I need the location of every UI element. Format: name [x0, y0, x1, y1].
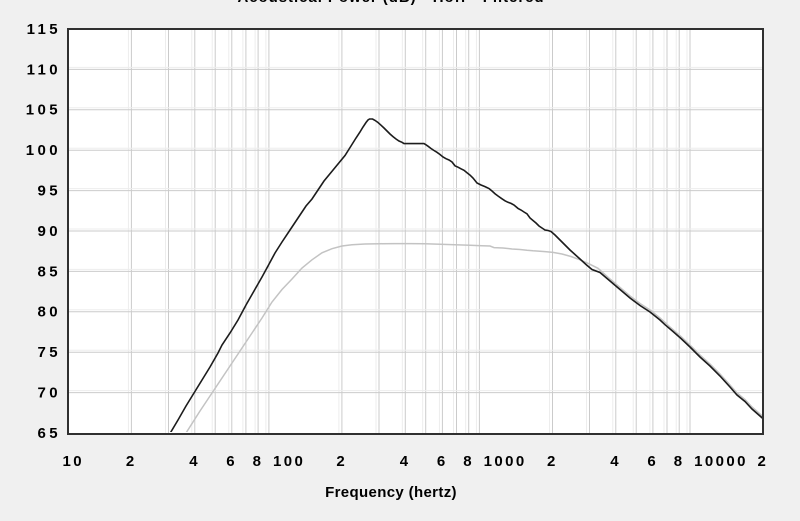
svg-text:105: 105 — [26, 102, 61, 119]
svg-text:2: 2 — [126, 453, 137, 470]
svg-text:80: 80 — [38, 304, 62, 321]
svg-text:2: 2 — [336, 453, 347, 470]
svg-text:8: 8 — [253, 453, 264, 470]
svg-text:2: 2 — [547, 453, 558, 470]
svg-text:85: 85 — [38, 263, 62, 280]
svg-text:100: 100 — [273, 453, 305, 470]
svg-text:95: 95 — [38, 183, 62, 200]
svg-text:75: 75 — [38, 344, 62, 361]
svg-text:8: 8 — [463, 453, 474, 470]
svg-text:10000: 10000 — [694, 453, 748, 470]
svg-text:110: 110 — [27, 61, 61, 78]
svg-text:6: 6 — [647, 453, 658, 470]
svg-text:Frequency (hertz): Frequency (hertz) — [325, 484, 457, 501]
svg-text:65: 65 — [38, 425, 62, 442]
svg-text:4: 4 — [400, 453, 411, 470]
svg-text:90: 90 — [38, 223, 62, 240]
svg-text:4: 4 — [189, 453, 200, 470]
svg-text:10: 10 — [63, 453, 85, 470]
svg-text:100: 100 — [26, 142, 61, 159]
svg-text:8: 8 — [674, 453, 685, 470]
svg-text:2: 2 — [758, 453, 769, 470]
svg-text:6: 6 — [437, 453, 448, 470]
svg-text:Acoustical Power (dB) - Hoff -: Acoustical Power (dB) - Hoff - Filtered — [237, 0, 544, 6]
svg-text:1000: 1000 — [484, 453, 527, 470]
svg-text:115: 115 — [27, 21, 61, 38]
svg-text:70: 70 — [38, 385, 62, 402]
svg-text:4: 4 — [610, 453, 621, 470]
svg-text:6: 6 — [226, 453, 237, 470]
